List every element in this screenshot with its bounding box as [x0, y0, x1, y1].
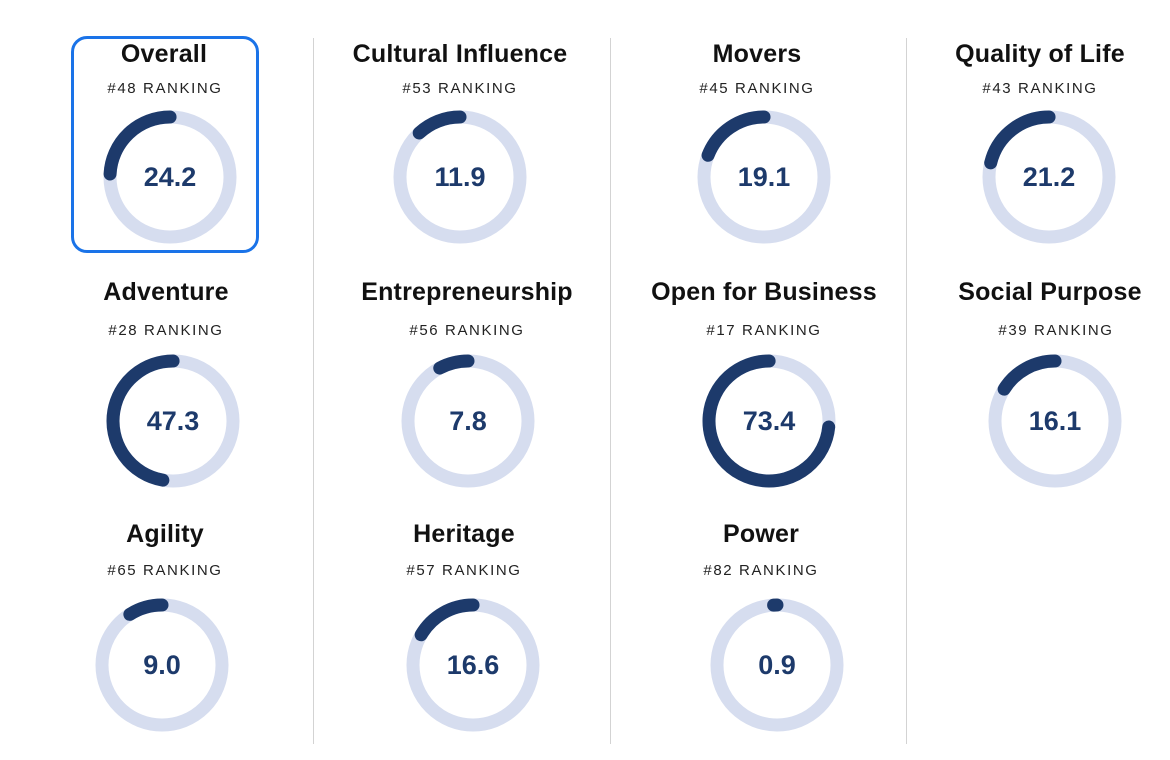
ring-gauge [95, 598, 229, 732]
metric-card-power[interactable]: Power #82 RANKING 0.9 [621, 516, 901, 736]
ring-gauge [697, 110, 831, 244]
ring-gauge [401, 354, 535, 488]
score-value: 0.9 [758, 650, 796, 680]
ring-gauge [393, 110, 527, 244]
metric-card-agility[interactable]: Agility #65 RANKING 9.0 [25, 516, 305, 736]
score-value: 7.8 [449, 406, 487, 436]
metric-card-overall[interactable]: Overall #48 RANKING 24.2 [71, 36, 351, 256]
score-gauge: 0.9 [707, 595, 847, 735]
metric-card-cultural-influence[interactable]: Cultural Influence #53 RANKING 11.9 [320, 36, 600, 256]
score-value: 19.1 [737, 162, 791, 192]
metric-ranking: #57 RANKING [406, 562, 522, 579]
score-gauge: 11.9 [390, 107, 530, 247]
score-value: 73.4 [742, 406, 796, 436]
metric-ranking: #82 RANKING [703, 562, 819, 579]
metric-ranking: #28 RANKING [108, 322, 224, 339]
score-gauge: 47.3 [103, 351, 243, 491]
score-value: 47.3 [146, 406, 200, 436]
metric-title: Heritage [413, 520, 515, 548]
metric-title: Social Purpose [958, 278, 1142, 306]
metric-ranking: #45 RANKING [699, 80, 815, 97]
ring-gauge [710, 598, 844, 732]
ring-gauge [103, 110, 237, 244]
score-gauge: 16.6 [403, 595, 543, 735]
metric-ranking: #53 RANKING [402, 80, 518, 97]
gauge-arc [406, 598, 540, 732]
ring-gauge [702, 354, 836, 488]
score-gauge: 7.8 [398, 351, 538, 491]
metric-ranking: #17 RANKING [706, 322, 822, 339]
score-value: 24.2 [143, 162, 197, 192]
metric-card-open-for-business[interactable]: Open for Business #17 RANKING 73.4 [624, 274, 904, 494]
metric-ranking: #48 RANKING [107, 80, 223, 97]
metric-card-heritage[interactable]: Heritage #57 RANKING 16.6 [324, 516, 604, 736]
gauge-arc [697, 110, 831, 244]
metric-title: Overall [120, 40, 208, 68]
score-gauge: 16.1 [985, 351, 1125, 491]
metric-card-movers[interactable]: Movers #45 RANKING 19.1 [617, 36, 897, 256]
gauge-arc [710, 598, 844, 732]
score-gauge: 9.0 [92, 595, 232, 735]
score-value: 21.2 [1022, 162, 1076, 192]
metric-card-social-purpose[interactable]: Social Purpose #39 RANKING 16.1 [925, 274, 1170, 494]
metric-ranking: #39 RANKING [998, 322, 1114, 339]
metric-card-entrepreneurship[interactable]: Entrepreneurship #56 RANKING 7.8 [327, 274, 607, 494]
score-gauge: 73.4 [699, 351, 839, 491]
gauge-arc [95, 598, 229, 732]
gauge-arc [702, 354, 836, 488]
score-value: 16.6 [446, 650, 500, 680]
gauge-arc [103, 110, 237, 244]
metric-title: Movers [712, 40, 802, 68]
metric-title: Agility [126, 520, 204, 548]
metric-ranking: #43 RANKING [982, 80, 1098, 97]
metric-card-quality-of-life[interactable]: Quality of Life #43 RANKING 21.2 [900, 36, 1170, 256]
gauge-arc [401, 354, 535, 488]
metric-title: Quality of Life [955, 40, 1125, 68]
metric-title: Cultural Influence [352, 40, 568, 68]
score-value: 9.0 [143, 650, 181, 680]
gauge-arc [988, 354, 1122, 488]
gauge-arc [106, 354, 240, 488]
ring-gauge [406, 598, 540, 732]
metric-card-adventure[interactable]: Adventure #28 RANKING 47.3 [26, 274, 306, 494]
score-value: 11.9 [434, 162, 486, 192]
score-gauge: 21.2 [979, 107, 1119, 247]
ring-gauge [982, 110, 1116, 244]
metric-title: Adventure [103, 278, 229, 306]
metric-title: Open for Business [651, 278, 877, 306]
gauge-arc [982, 110, 1116, 244]
score-gauge: 24.2 [100, 107, 240, 247]
column-divider [313, 38, 314, 744]
metric-ranking: #56 RANKING [409, 322, 525, 339]
metric-title: Power [722, 520, 800, 548]
column-divider [906, 38, 907, 744]
column-divider [610, 38, 611, 744]
metric-ranking: #65 RANKING [107, 562, 223, 579]
gauge-arc [393, 110, 527, 244]
score-gauge: 19.1 [694, 107, 834, 247]
ring-gauge [106, 354, 240, 488]
score-value: 16.1 [1028, 406, 1082, 436]
ring-gauge [988, 354, 1122, 488]
metric-title: Entrepreneurship [361, 278, 573, 306]
